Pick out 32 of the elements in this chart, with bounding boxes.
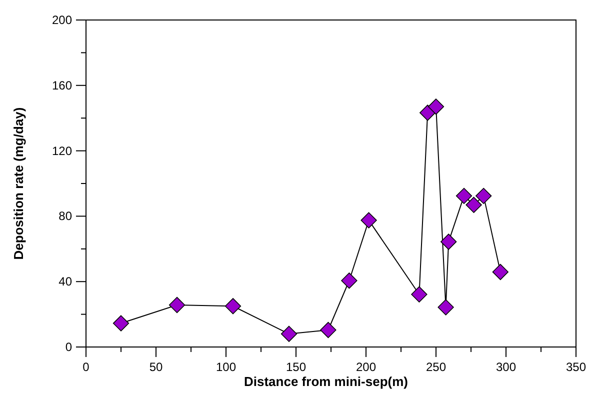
point	[420, 104, 436, 121]
y-tick-label: 80	[58, 209, 72, 224]
x-axis-title: Distance from mini-sep(m)	[244, 374, 408, 389]
y-axis-title: Deposition rate (mg/day)	[11, 107, 26, 260]
point	[440, 234, 457, 250]
x-tick-label: 350	[566, 360, 586, 374]
x-tick-label: 100	[216, 360, 236, 374]
point	[466, 196, 482, 213]
point	[341, 272, 358, 289]
point	[476, 188, 492, 204]
point	[224, 298, 242, 314]
point	[280, 326, 298, 342]
y-tick-label: 160	[52, 78, 72, 92]
point	[411, 286, 428, 302]
point	[428, 98, 444, 115]
x-tick-label: 200	[356, 360, 376, 374]
x-tick-label: 0	[82, 360, 90, 374]
point	[360, 212, 377, 228]
x-tick-label: 250	[426, 360, 446, 374]
point	[112, 315, 130, 332]
x-tick-label: 50	[149, 360, 163, 374]
x-tick-label: 300	[496, 360, 516, 374]
y-tick-label: 0	[65, 340, 72, 354]
point	[438, 299, 454, 316]
y-tick-label: 40	[58, 274, 72, 289]
point	[492, 264, 508, 280]
y-tick-label: 200	[52, 13, 72, 27]
point	[320, 322, 336, 338]
point	[168, 296, 186, 314]
point	[456, 188, 472, 204]
y-tick-label: 120	[52, 144, 72, 158]
x-tick-label: 150	[286, 360, 306, 374]
